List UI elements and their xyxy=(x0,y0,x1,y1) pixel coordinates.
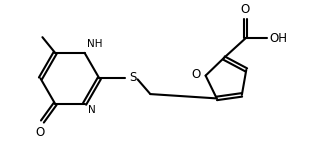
Text: O: O xyxy=(36,126,45,140)
Text: N: N xyxy=(88,105,95,115)
Text: O: O xyxy=(192,68,201,81)
Text: S: S xyxy=(129,71,136,84)
Text: NH: NH xyxy=(87,39,102,49)
Text: O: O xyxy=(241,3,250,16)
Text: OH: OH xyxy=(269,32,287,45)
